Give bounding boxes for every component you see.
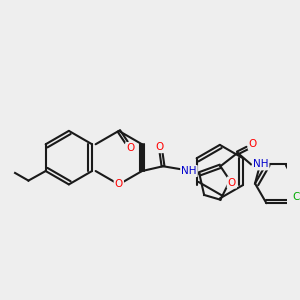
Text: Cl: Cl xyxy=(292,192,300,202)
Text: O: O xyxy=(228,178,236,188)
Text: O: O xyxy=(155,142,163,152)
Text: O: O xyxy=(126,143,134,153)
Text: O: O xyxy=(249,139,257,149)
Text: O: O xyxy=(115,179,123,189)
Text: NH: NH xyxy=(181,166,197,176)
Text: NH: NH xyxy=(253,159,268,169)
